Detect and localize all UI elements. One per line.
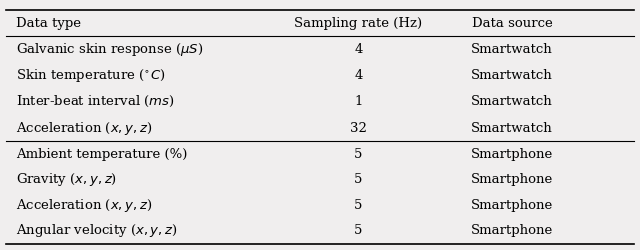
- Text: Smartphone: Smartphone: [471, 148, 553, 160]
- Text: Gravity ($x, y, z$): Gravity ($x, y, z$): [16, 171, 117, 188]
- Text: 5: 5: [354, 224, 363, 237]
- Text: 5: 5: [354, 173, 363, 186]
- Text: Skin temperature ($^{\circ}C$): Skin temperature ($^{\circ}C$): [16, 67, 166, 84]
- Text: Smartphone: Smartphone: [471, 173, 553, 186]
- Text: 5: 5: [354, 148, 363, 160]
- Text: Acceleration ($x, y, z$): Acceleration ($x, y, z$): [16, 120, 152, 136]
- Text: Sampling rate (Hz): Sampling rate (Hz): [294, 16, 422, 30]
- Text: 5: 5: [354, 199, 363, 212]
- Text: Smartphone: Smartphone: [471, 224, 553, 237]
- Text: Smartwatch: Smartwatch: [471, 43, 553, 56]
- Text: 4: 4: [354, 69, 363, 82]
- Text: Data type: Data type: [16, 16, 81, 30]
- Text: Angular velocity ($x, y, z$): Angular velocity ($x, y, z$): [16, 222, 178, 240]
- Text: Smartphone: Smartphone: [471, 199, 553, 212]
- Text: 32: 32: [350, 122, 367, 134]
- Text: Ambient temperature (%): Ambient temperature (%): [16, 148, 188, 160]
- Text: Smartwatch: Smartwatch: [471, 69, 553, 82]
- Text: Inter-beat interval ($ms$): Inter-beat interval ($ms$): [16, 94, 175, 110]
- Text: Galvanic skin response ($\mu S$): Galvanic skin response ($\mu S$): [16, 41, 204, 58]
- Text: 4: 4: [354, 43, 363, 56]
- Text: Acceleration ($x, y, z$): Acceleration ($x, y, z$): [16, 197, 152, 214]
- Text: Smartwatch: Smartwatch: [471, 95, 553, 108]
- Text: Smartwatch: Smartwatch: [471, 122, 553, 134]
- Text: 1: 1: [354, 95, 363, 108]
- Text: Data source: Data source: [472, 16, 552, 30]
